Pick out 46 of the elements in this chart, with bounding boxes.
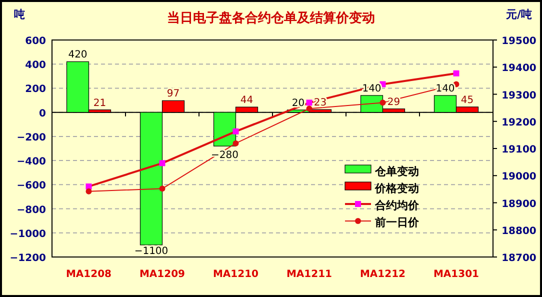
y2-tick-label: 18700 [502, 253, 536, 264]
data-label: 45 [460, 94, 474, 106]
point [232, 140, 239, 146]
legend-label: 合约均价 [374, 199, 420, 212]
y-tick-label: 400 [25, 60, 46, 72]
legend-label: 价格变动 [374, 182, 419, 195]
x-tick-label: MA1208 [66, 269, 112, 280]
data-label: 97 [166, 88, 180, 100]
x-tick-label: MA1209 [139, 269, 186, 280]
y2-tick-label: 19000 [502, 172, 536, 183]
data-label: 29 [387, 96, 400, 108]
y-axis-title: 吨 [14, 8, 25, 21]
y-tick-label: 200 [25, 84, 46, 96]
y-tick-label: −400 [16, 156, 46, 168]
point [306, 106, 312, 112]
y-tick-label: 0 [39, 108, 46, 120]
legend-label: 仓单变动 [374, 165, 419, 178]
data-label: 44 [240, 95, 254, 106]
chart-title: 当日电子盘各合约仓单及结算价变动 [167, 10, 375, 26]
y-tick-label: −1200 [10, 253, 46, 264]
data-label: −1100 [134, 246, 168, 257]
y-tick-label: −800 [16, 204, 46, 216]
x-tick-label: MA1301 [433, 269, 480, 280]
data-label: 21 [93, 98, 106, 109]
y-tick-label: −1000 [10, 228, 46, 240]
y2-tick-label: 19400 [502, 63, 536, 74]
point [380, 100, 386, 106]
x-tick-label: MA1210 [212, 269, 259, 280]
legend-label: 前一日价 [374, 216, 420, 229]
y-tick-label: 600 [25, 36, 46, 47]
point [86, 188, 92, 194]
y-tick-label: −200 [16, 132, 46, 144]
y2-tick-label: 19100 [502, 144, 536, 156]
data-label: 420 [68, 50, 88, 61]
y2-tick-label: 18800 [502, 226, 536, 237]
y-tick-label: −600 [16, 180, 46, 192]
data-label: 20 [292, 98, 305, 109]
y2-axis-title: 元/吨 [504, 8, 532, 21]
y2-tick-label: 19500 [502, 36, 536, 47]
y2-tick-label: 19300 [502, 90, 536, 102]
point [159, 186, 166, 192]
x-tick-label: MA1212 [360, 269, 406, 280]
data-label: 23 [314, 98, 327, 109]
y2-tick-label: 19200 [502, 117, 536, 128]
y2-tick-label: 18900 [502, 198, 536, 210]
x-tick-label: MA1211 [286, 269, 332, 280]
